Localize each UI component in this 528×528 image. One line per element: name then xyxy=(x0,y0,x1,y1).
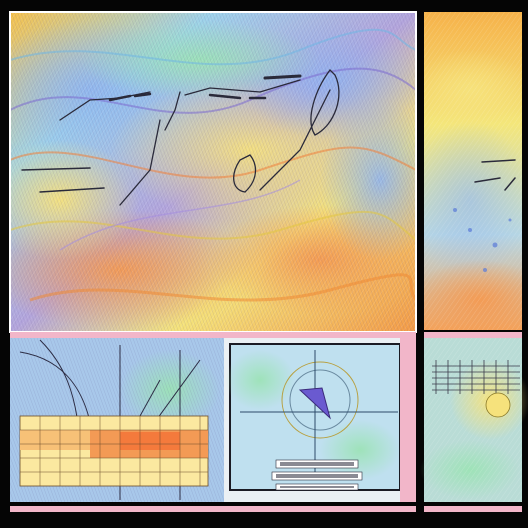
sketch-lines xyxy=(21,69,340,206)
lower-left-chart-panel xyxy=(10,338,224,502)
pink-side-bar xyxy=(400,338,416,502)
pink-strip xyxy=(10,332,416,338)
lower-right-texture-panel xyxy=(420,338,528,502)
lower-center-globe-panel xyxy=(224,338,416,502)
pink-strip-bottom xyxy=(10,506,416,512)
globe-icon xyxy=(240,350,398,480)
pink-strip-right xyxy=(424,332,522,338)
caption-block xyxy=(271,459,363,491)
main-swirl-map xyxy=(10,12,416,332)
pink-strip-bottom-right xyxy=(424,506,522,512)
vertical-divider xyxy=(417,10,423,520)
right-edge-map xyxy=(424,12,522,330)
heat-grid xyxy=(19,415,209,487)
